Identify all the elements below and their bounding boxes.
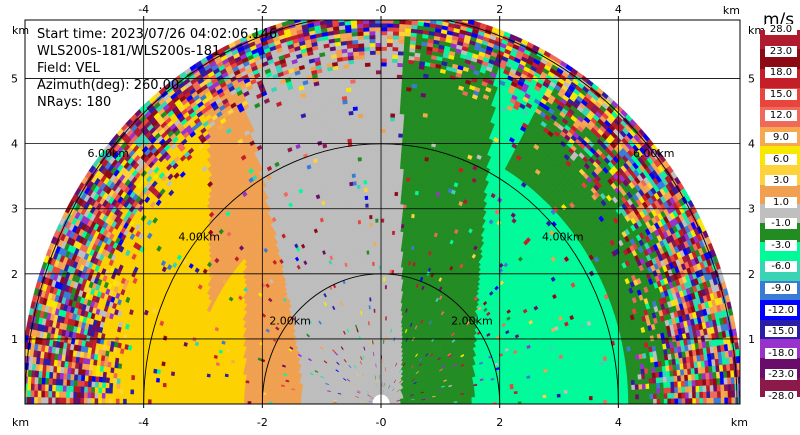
- axis-unit-label: km: [12, 416, 29, 429]
- range-ring-label: 4.00km: [542, 231, 584, 244]
- x-tick-label: 4: [615, 3, 622, 16]
- colorbar-label: -9.0: [765, 283, 797, 295]
- range-ring: [143, 143, 619, 404]
- colorbar-label: 28.0: [765, 24, 797, 35]
- colorbar-label: 6.0: [765, 153, 797, 165]
- info-nrays: NRays: 180: [37, 95, 112, 110]
- range-ring-label: 6.00km: [88, 147, 130, 160]
- plot-frame: [24, 19, 741, 405]
- info-azimuth: Azimuth(deg): 260.00: [37, 78, 180, 93]
- colorbar-label: 9.0: [765, 131, 797, 143]
- y-tick-label: 4: [11, 138, 18, 151]
- info-start-time: Start time: 2023/07/26 04:02:06.146: [37, 27, 278, 42]
- y-tick-label: 1: [11, 333, 18, 346]
- axis-unit-label: km: [731, 416, 748, 429]
- range-ring: [25, 20, 738, 404]
- colorbar-label: -6.0: [765, 261, 797, 273]
- colorbar-label: 12.0: [765, 110, 797, 122]
- y-tick-label: 5: [11, 73, 18, 86]
- ppi-field: [25, 20, 740, 404]
- info-field: Field: VEL: [37, 61, 100, 76]
- range-ring-label: 2.00km: [269, 314, 311, 327]
- x-tick-label: -4: [138, 3, 149, 16]
- range-ring-label: 2.00km: [451, 314, 493, 327]
- range-ring: [261, 273, 501, 404]
- colorbar-label: -3.0: [765, 239, 797, 251]
- x-tick-label: -4: [138, 416, 149, 429]
- colorbar-label: -12.0: [765, 304, 797, 316]
- x-tick-label: 2: [496, 3, 503, 16]
- x-tick-label: 2: [496, 416, 503, 429]
- range-ring-label: 4.00km: [178, 231, 220, 244]
- range-ring-label: 6.00km: [633, 147, 675, 160]
- axis-unit-label: km: [12, 24, 29, 37]
- y-tick-label: 3: [748, 203, 755, 216]
- colorbar-label: -23.0: [765, 369, 797, 381]
- y-tick-label: 1: [748, 333, 755, 346]
- y-tick-label: 5: [748, 73, 755, 86]
- x-tick-label: -0: [376, 3, 387, 16]
- y-tick-label: 3: [11, 203, 18, 216]
- info-instrument: WLS200s-181/WLS200s-181: [37, 44, 221, 59]
- x-tick-label: -0: [376, 416, 387, 429]
- colorbar-label: -1.0: [765, 218, 797, 230]
- colorbar-label: -15.0: [765, 326, 797, 338]
- colorbar-label: -28.0: [765, 391, 797, 402]
- colorbar-label: 23.0: [765, 45, 797, 57]
- x-tick-label: -2: [257, 3, 268, 16]
- axis-unit-label: km: [723, 4, 740, 17]
- colorbar-label: 1.0: [765, 196, 797, 208]
- colorbar-label: -18.0: [765, 347, 797, 359]
- x-tick-label: 4: [615, 416, 622, 429]
- y-tick-label: 2: [11, 268, 18, 281]
- colorbar-label: 15.0: [765, 88, 797, 100]
- colorbar-label: 18.0: [765, 67, 797, 79]
- y-tick-label: 4: [748, 138, 755, 151]
- colorbar-label: 3.0: [765, 175, 797, 187]
- y-tick-label: 2: [748, 268, 755, 281]
- x-tick-label: -2: [257, 416, 268, 429]
